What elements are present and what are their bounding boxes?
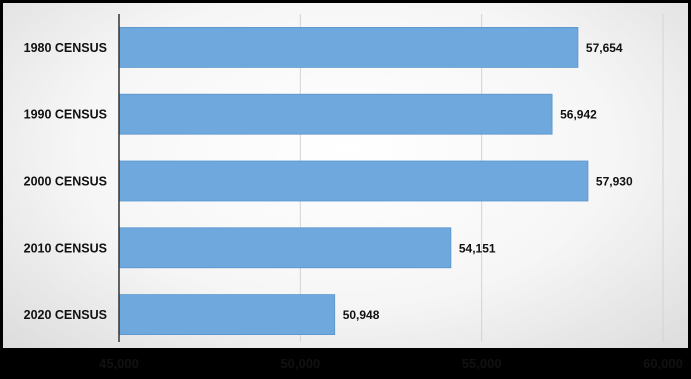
bars [118,26,589,336]
bar-1980-census [118,26,579,68]
bar-2000-census [118,160,589,202]
value-label-2020-census: 50,948 [343,308,380,322]
category-label-1980-census: 1980 CENSUS [24,41,107,55]
category-label-2020-census: 2020 CENSUS [24,308,107,322]
category-label-2010-census: 2010 CENSUS [24,241,107,255]
x-tick-label-50000: 50,000 [280,356,320,371]
value-labels: 57,654 56,942 57,930 54,151 50,948 [343,41,633,322]
value-label-2010-census: 54,151 [459,241,496,255]
x-tick-label-55000: 55,000 [462,356,502,371]
x-tick-labels: 45,000 50,000 55,000 60,000 [99,356,683,371]
category-labels: 1980 CENSUS 1990 CENSUS 2000 CENSUS 2010 CE… [24,41,107,322]
bar-2010-census [118,227,452,269]
category-label-1990-census: 1990 CENSUS [24,108,107,122]
x-tick-label-60000: 60,000 [643,356,683,371]
bar-1990-census [118,93,553,135]
value-label-2000-census: 57,930 [596,175,633,189]
value-label-1980-census: 57,654 [586,41,623,55]
bar-2020-census [118,294,336,336]
category-label-2000-census: 2000 CENSUS [24,175,107,189]
value-label-1990-census: 56,942 [560,108,597,122]
x-tick-label-45000: 45,000 [99,356,139,371]
